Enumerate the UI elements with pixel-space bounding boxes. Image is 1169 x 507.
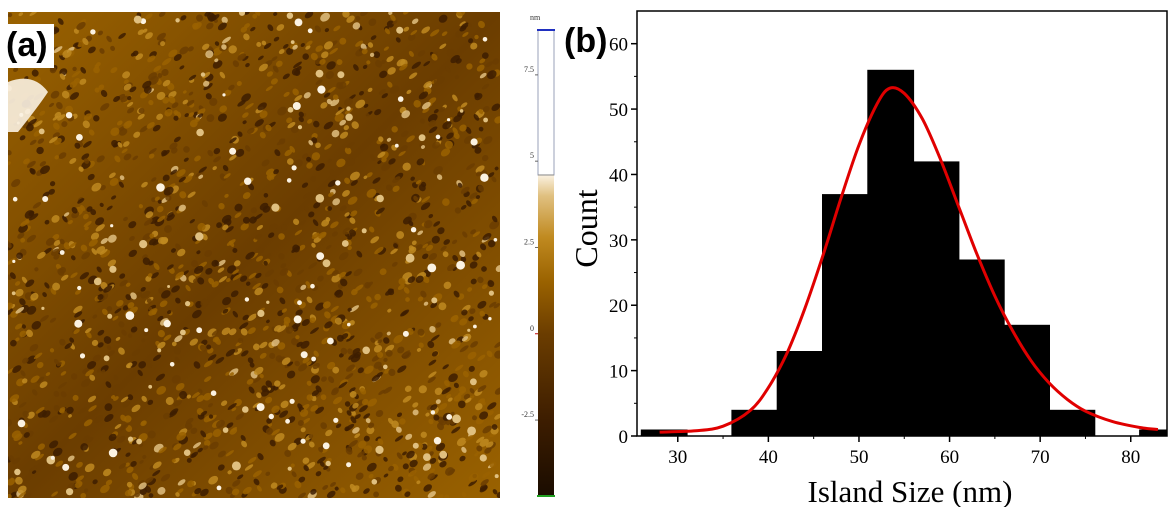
histogram-bars [640,69,1167,437]
histogram-bar [776,351,824,436]
afm-topography-image [8,12,500,498]
y-tick-label: 10 [609,362,628,383]
histogram-bar [1139,429,1167,436]
x-tick-label: 80 [1121,447,1140,468]
x-tick-label: 60 [940,447,959,468]
y-tick-label: 0 [619,427,629,448]
x-tick-label: 40 [759,447,778,468]
histogram-bar [912,161,960,436]
y-tick-label: 50 [609,100,628,121]
histogram-bar [957,259,1005,436]
histogram-bar [731,409,779,436]
histogram-bar [1003,324,1050,436]
histogram-bar [822,194,869,436]
x-axis-label: Island Size (nm) [808,474,1013,507]
y-tick-label: 20 [609,296,628,317]
panel-label-a: (a) [4,24,54,68]
plot-frame [636,10,1168,437]
histogram-bar [1048,409,1096,436]
scale-tick-label: 7.5 [524,65,534,74]
x-tick-label: 50 [849,447,868,468]
y-axis-label: Count [568,189,604,267]
scale-gradient [538,174,554,496]
afm-grain-texture [8,12,500,498]
height-scale-bar: nm 7.5 5 2.5 0 -2.5 [521,13,555,497]
island-size-histogram: 30 40 50 60 70 80 0 10 20 30 40 50 60 Island Size (nm… [568,10,1168,507]
y-tick-label: 60 [609,35,628,56]
y-tick-label: 30 [609,231,628,252]
scale-tick-label: -2.5 [521,410,534,419]
scale-unit: nm [530,13,541,22]
histogram-bar [867,69,915,437]
scale-tick-label: 0 [530,324,534,333]
panel-label-b: (b) [562,22,610,62]
scale-tick-label: 2.5 [524,237,534,246]
scale-empty [537,29,555,176]
scale-tick-label: 5 [530,151,534,160]
x-tick-label: 70 [1031,447,1050,468]
y-tick-label: 40 [609,165,628,186]
fit-curve [659,86,1159,434]
x-tick-label: 30 [668,447,687,468]
